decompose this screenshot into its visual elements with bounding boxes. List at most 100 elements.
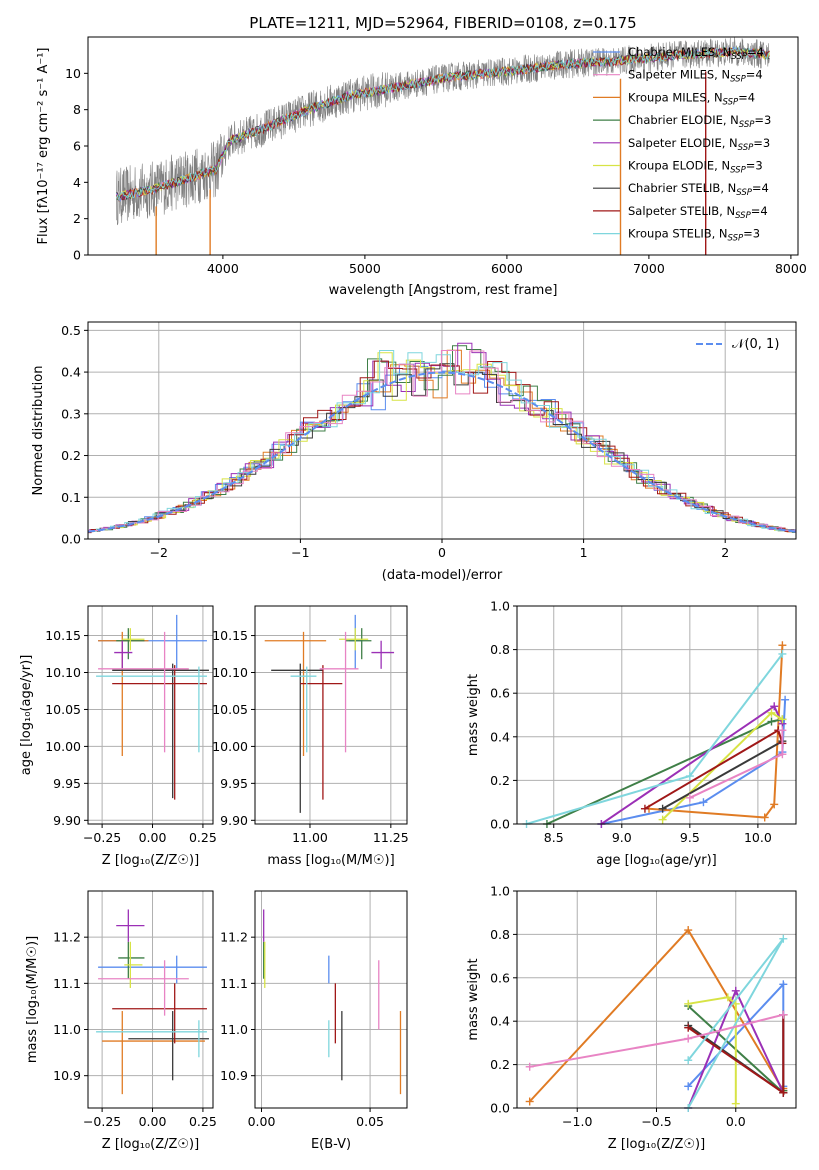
y-tick-label: 0.2 [490,773,510,788]
y-tick-label: 10.05 [45,702,81,717]
x-axis-label: mass [log₁₀(M/M☉)] [267,853,394,868]
x-tick-label: 0.00 [139,830,167,845]
chart-title: PLATE=1211, MJD=52964, FIBERID=0108, z=0… [249,14,636,32]
legend-subscript: SSP [723,97,739,107]
x-axis-label: age [log₁₀(age/yr)] [596,853,717,868]
y-tick-label: 0.6 [490,970,510,985]
massweight_vs_age-panel: 8.5 9.0 9.5 10.0 0.0 0.2 0.4 0.6 0.8 1.0 age [log₁… [466,599,797,868]
x-axis-label: Z [log₁₀(Z/Z☉)] [102,1137,199,1152]
y-tick-label: 0.8 [490,927,510,942]
y-axis-label: Flux [fλ10⁻¹⁷ erg cm⁻² s⁻¹ A⁻¹] [36,48,51,245]
weight-series-line [662,740,783,810]
y-tick-label: 0.5 [61,323,81,338]
y-tick-label: 9.95 [53,776,81,791]
y-tick-label: 10.10 [212,665,248,680]
legend-entry: Salpeter ELODIE, NSSP=3 [628,136,770,153]
x-axis-label: wavelength [Angstrom, rest frame] [329,283,558,298]
legend-text: =3 [746,159,763,173]
axes-frame [87,605,214,825]
y-tick-label: 1.0 [490,599,510,614]
x-tick-label: 0.05 [356,1114,384,1129]
age_vs_Z-panel: −0.25 0.00 0.25 9.90 9.95 10.00 10.05 10.10 10.1… [19,605,217,868]
spectrum-model-line [115,45,770,201]
y-tick-label: 2 [73,211,81,226]
spectrum-panel: 4000 5000 6000 7000 8000 0 2 4 6 8 10 PLATE=1211, M… [36,14,807,298]
legend-text: =3 [753,136,770,150]
y-tick-label: 9.95 [220,776,248,791]
y-axis-label: mass weight [466,674,481,756]
mass_vs_EBV-panel: 0.00 0.05 10.9 11.0 11.1 11.2 E(B-V) [220,890,408,1152]
y-tick-label: 10 [65,66,81,81]
legend-entry: Chabrier MILES, NSSP=4 [628,45,764,62]
y-tick-label: 0 [73,248,81,263]
y-axis-label: Normed distribution [31,366,46,496]
axes-frame [516,605,797,825]
y-axis-label: mass weight [466,958,481,1040]
y-tick-label: 11.2 [53,930,81,945]
axes-frame [87,321,797,540]
y-tick-label: 10.00 [212,739,248,754]
x-tick-label: 1 [580,545,588,560]
y-tick-label: 9.90 [220,813,248,828]
legend-subscript: SSP [730,75,746,85]
axes-frame [254,605,408,825]
x-tick-label: −0.25 [83,1114,121,1129]
x-tick-label: 0.25 [189,830,217,845]
y-tick-label: 0.2 [490,1057,510,1072]
y-tick-label: 10.9 [53,1068,81,1083]
x-tick-label: −0.5 [641,1114,671,1129]
axes-frame [87,36,799,256]
legend-entry: Chabrier STELIB, NSSP=4 [628,181,769,198]
normal-reference-curve [88,371,796,533]
x-axis-label: E(B-V) [311,1137,351,1152]
x-axis-label: Z [log₁₀(Z/Z☉)] [608,1137,705,1152]
legend-text: Salpeter MILES, N [628,68,730,82]
x-tick-label: 5000 [349,261,381,276]
legend-text: Kroupa MILES, N [628,90,723,104]
y-tick-label: 11.0 [220,1022,248,1037]
y-tick-label: 0.0 [490,817,510,832]
legend-text: =4 [747,45,764,59]
x-tick-label: 8000 [775,261,807,276]
legend-entry: Salpeter STELIB, NSSP=4 [628,204,768,221]
axes-frame [254,890,408,1109]
x-tick-label: 9.5 [680,830,700,845]
legend-entry: Salpeter MILES, NSSP=4 [628,68,763,85]
legend-text: =4 [738,90,755,104]
y-tick-label: 0.3 [61,406,81,421]
x-tick-label: 10.0 [744,830,772,845]
residuals-panel: −2 −1 0 1 2 0.0 0.1 0.2 0.3 0.4 0.5 (data-model)/er… [31,321,797,583]
x-tick-label: 9.0 [612,830,632,845]
y-tick-label: 0.4 [61,365,81,380]
legend-entry: 𝒩(0, 1) [732,337,779,352]
axes-frame [516,890,797,1109]
x-tick-label: 2 [721,545,729,560]
y-tick-label: 10.9 [220,1068,248,1083]
legend-text: =4 [746,68,763,82]
y-tick-label: 0.0 [61,532,81,547]
legend-entry: Kroupa ELODIE, NSSP=3 [628,159,763,176]
x-tick-label: −0.25 [83,830,121,845]
x-tick-label: 8.5 [544,830,564,845]
y-axis-label: mass [log₁₀(M/M☉)] [25,936,40,1063]
legend-subscript: SSP [728,234,744,244]
legend-text: =3 [743,227,760,241]
mass_vs_Z-panel: −0.25 0.00 0.25 10.9 11.0 11.1 11.2 Z [log₁₀(Z/… [25,890,217,1152]
y-tick-label: 10.00 [45,739,81,754]
y-tick-label: 11.1 [53,976,81,991]
x-tick-label: 0.25 [189,1114,217,1129]
x-tick-label: 6000 [491,261,523,276]
x-axis-label: Z [log₁₀(Z/Z☉)] [102,853,199,868]
legend-text: Chabrier ELODIE, N [628,113,739,127]
y-tick-label: 6 [73,139,81,154]
weight-series-line [601,699,787,824]
y-tick-label: 0.2 [61,448,81,463]
legend-text: Chabrier MILES, N [628,45,731,59]
x-tick-label: −2 [150,545,168,560]
y-tick-label: 1.0 [490,884,510,899]
y-tick-label: 11.1 [220,976,248,991]
legend-entry: Chabrier ELODIE, NSSP=3 [628,113,771,130]
age_vs_mass-panel: 11.00 11.25 9.90 9.95 10.00 10.05 10.10 10.15 ma… [212,605,409,868]
